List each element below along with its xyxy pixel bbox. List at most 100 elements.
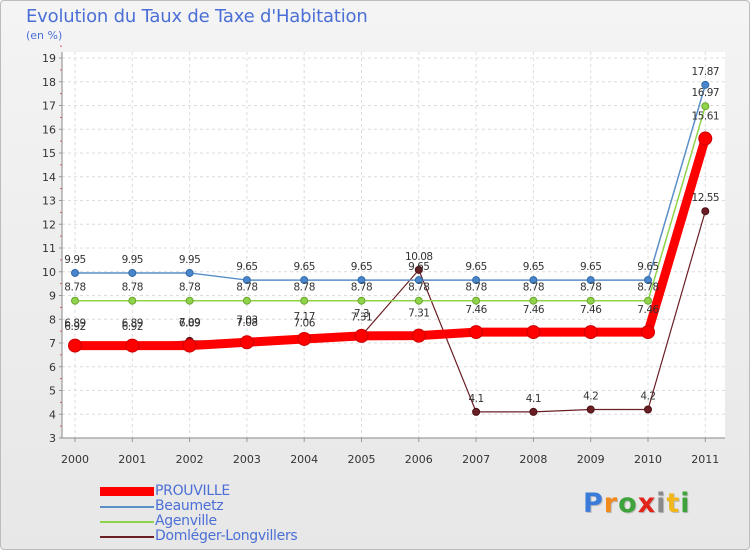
y-tick-label: 14	[42, 171, 56, 184]
data-point-beaumetz	[472, 276, 481, 285]
data-label-prouville: 7.3	[354, 308, 369, 320]
data-point-prouville	[68, 338, 82, 353]
logo-letter: i	[680, 488, 691, 519]
data-label-agenville: 8.78	[408, 282, 429, 294]
x-tick-label: 2001	[118, 453, 146, 466]
proxiti-logo: Proxiti	[583, 488, 691, 519]
data-label-beaumetz: 9.65	[637, 261, 658, 273]
data-label-beaumetz: 9.95	[64, 254, 85, 266]
x-tick-label: 2004	[290, 453, 318, 466]
legend-swatch-prouville	[100, 487, 154, 496]
data-label-agenville: 8.78	[580, 282, 601, 294]
logo-letter: x	[637, 488, 657, 519]
legend-swatch-domleger	[100, 536, 154, 538]
data-label-agenville: 8.78	[351, 282, 372, 294]
data-label-beaumetz: 9.65	[236, 261, 257, 273]
data-label-beaumetz: 17.87	[692, 66, 720, 78]
data-point-prouville	[469, 325, 484, 340]
data-point-agenville	[586, 296, 595, 305]
data-label-agenville: 8.78	[523, 282, 544, 294]
data-label-agenville: 8.78	[465, 282, 486, 294]
data-label-agenville: 8.78	[122, 282, 143, 294]
series-layer	[68, 80, 713, 416]
data-label-beaumetz: 9.65	[580, 261, 601, 273]
data-point-agenville	[701, 102, 710, 111]
data-label-prouville: 7.31	[408, 308, 429, 320]
data-label-doml-ger-longvillers: 7.31	[351, 312, 372, 324]
y-tick-label: 10	[42, 266, 56, 279]
data-label-beaumetz: 9.65	[294, 261, 315, 273]
data-label-doml-ger-longvillers: 7.06	[294, 318, 316, 330]
data-label-doml-ger-longvillers: 6.92	[122, 321, 143, 333]
data-point-doml-ger-longvillers	[472, 407, 481, 416]
data-label-agenville: 8.78	[637, 282, 658, 294]
data-point-agenville	[414, 296, 423, 305]
y-tick-label: 8	[49, 313, 56, 326]
data-point-beaumetz	[414, 276, 423, 285]
y-tick-label: 11	[42, 242, 56, 255]
data-point-beaumetz	[357, 276, 366, 285]
data-point-agenville	[242, 296, 251, 305]
legend-swatch-beaumetz	[100, 506, 154, 508]
data-point-prouville	[297, 331, 312, 346]
data-label-doml-ger-longvillers: 4.1	[468, 393, 483, 405]
data-label-prouville: 7.46	[637, 304, 659, 316]
y-tick-label: 6	[49, 361, 56, 374]
y-tick-label: 9	[49, 290, 56, 303]
data-label-prouville: 7.17	[294, 311, 315, 323]
data-point-beaumetz	[529, 276, 538, 285]
data-point-agenville	[644, 296, 652, 305]
data-point-prouville	[354, 328, 369, 343]
data-label-agenville: 8.78	[294, 282, 315, 294]
data-point-beaumetz	[185, 268, 194, 277]
data-point-prouville	[182, 338, 197, 353]
y-tick-label: 12	[42, 218, 56, 231]
y-tick-label: 18	[42, 76, 56, 89]
data-point-beaumetz	[128, 268, 137, 277]
data-point-agenville	[300, 296, 309, 305]
data-point-agenville	[472, 296, 481, 305]
data-point-doml-ger-longvillers	[529, 407, 538, 416]
x-tick-label: 2008	[519, 453, 547, 466]
label-layer: 6.92 6.92 7.09 7.08 7.06 7.31 10.08 4.1 4.1 4.2 4.…	[64, 66, 719, 405]
data-point-prouville	[125, 338, 140, 353]
x-tick-label: 2005	[348, 453, 376, 466]
data-label-beaumetz: 9.95	[179, 254, 200, 266]
data-label-beaumetz: 9.65	[408, 261, 429, 273]
x-tick-label: 2006	[405, 453, 433, 466]
data-label-doml-ger-longvillers: 12.55	[692, 192, 720, 204]
data-point-agenville	[529, 296, 538, 305]
data-point-prouville	[411, 328, 426, 343]
y-tick-label: 4	[49, 408, 56, 421]
data-label-beaumetz: 9.95	[122, 254, 143, 266]
data-label-doml-ger-longvillers: 6.92	[64, 321, 85, 333]
y-tick-label: 5	[49, 385, 56, 398]
data-point-prouville	[239, 335, 254, 350]
data-label-beaumetz: 9.65	[465, 261, 486, 273]
data-label-agenville: 8.78	[179, 282, 200, 294]
y-tick-label: 7	[49, 337, 56, 350]
data-point-beaumetz	[300, 276, 309, 285]
data-label-prouville: 7.46	[580, 304, 602, 316]
data-point-doml-ger-longvillers	[586, 405, 595, 414]
x-tick-label: 2002	[176, 453, 204, 466]
data-point-doml-ger-longvillers	[414, 265, 423, 274]
series-line-agenville	[75, 106, 707, 302]
y-tick-label: 13	[42, 195, 56, 208]
data-point-beaumetz	[71, 268, 79, 277]
data-point-beaumetz	[242, 276, 251, 285]
x-tick-label: 2000	[61, 453, 89, 466]
data-label-doml-ger-longvillers: 4.2	[640, 391, 655, 403]
chart-title: Evolution du Taux de Taxe d'Habitation	[26, 6, 368, 27]
data-point-doml-ger-longvillers	[701, 207, 710, 216]
x-tick-label: 2003	[233, 453, 261, 466]
legend-label-prouville: PROUVILLE	[155, 483, 230, 499]
data-label-doml-ger-longvillers: 4.1	[526, 393, 541, 405]
data-label-beaumetz: 9.65	[351, 261, 372, 273]
data-point-agenville	[185, 296, 194, 305]
data-point-prouville	[641, 325, 655, 340]
data-point-beaumetz	[586, 276, 595, 285]
data-label-beaumetz: 9.65	[523, 261, 544, 273]
data-label-doml-ger-longvillers: 4.2	[583, 391, 598, 403]
